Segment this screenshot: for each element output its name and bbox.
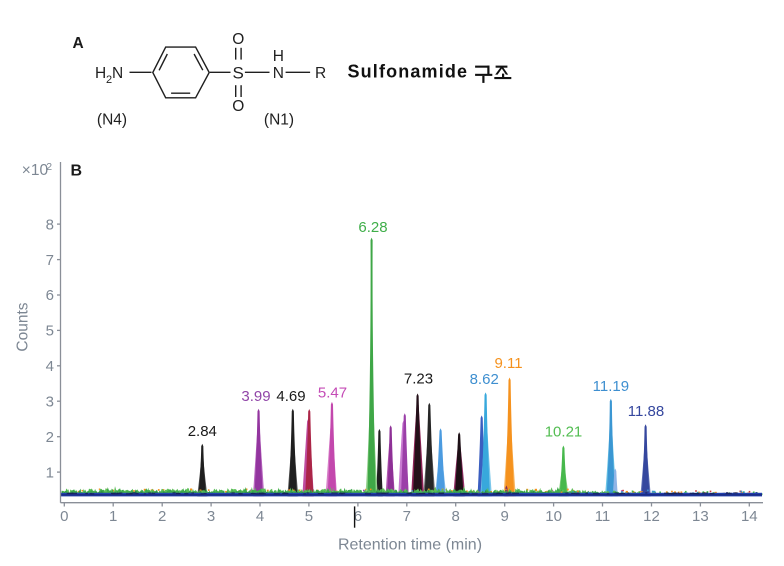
svg-text:H: H xyxy=(95,65,106,82)
svg-text:Retention time (min): Retention time (min) xyxy=(338,537,482,554)
svg-text:N: N xyxy=(273,65,284,82)
svg-text:×10: ×10 xyxy=(22,162,49,179)
svg-text:5.47: 5.47 xyxy=(318,385,347,402)
svg-text:7: 7 xyxy=(403,508,411,525)
svg-text:5: 5 xyxy=(46,323,54,340)
svg-text:11.19: 11.19 xyxy=(593,378,629,395)
svg-text:6: 6 xyxy=(46,287,54,304)
svg-text:A: A xyxy=(73,35,84,52)
svg-text:B: B xyxy=(71,163,83,180)
svg-text:(N4): (N4) xyxy=(97,112,127,129)
svg-text:12: 12 xyxy=(643,508,660,525)
svg-text:4: 4 xyxy=(46,358,54,375)
svg-text:1: 1 xyxy=(109,508,117,525)
svg-text:8.62: 8.62 xyxy=(470,371,499,388)
svg-text:2: 2 xyxy=(158,508,166,525)
svg-text:2: 2 xyxy=(106,74,112,86)
svg-text:2: 2 xyxy=(46,161,52,173)
svg-text:8: 8 xyxy=(46,216,54,233)
svg-text:9.11: 9.11 xyxy=(494,355,522,372)
svg-text:R: R xyxy=(315,65,326,82)
svg-text:9: 9 xyxy=(501,508,509,525)
svg-text:14: 14 xyxy=(741,508,758,525)
svg-text:O: O xyxy=(232,98,244,115)
svg-text:0: 0 xyxy=(60,508,68,525)
svg-text:8: 8 xyxy=(452,508,460,525)
svg-text:7: 7 xyxy=(46,252,54,269)
svg-text:10: 10 xyxy=(545,508,562,525)
svg-text:(N1): (N1) xyxy=(264,112,294,129)
svg-text:13: 13 xyxy=(692,508,709,525)
svg-text:11.88: 11.88 xyxy=(628,403,664,420)
svg-text:N: N xyxy=(112,65,123,82)
svg-text:4.69: 4.69 xyxy=(276,388,305,405)
svg-text:5: 5 xyxy=(305,508,313,525)
svg-text:3.99: 3.99 xyxy=(241,388,270,405)
svg-text:3: 3 xyxy=(46,393,54,410)
svg-text:4: 4 xyxy=(256,508,264,525)
svg-text:11: 11 xyxy=(595,508,611,525)
svg-text:3: 3 xyxy=(207,508,215,525)
svg-text:10.21: 10.21 xyxy=(545,423,583,440)
svg-text:2: 2 xyxy=(46,429,54,446)
svg-text:2.84: 2.84 xyxy=(188,423,217,440)
svg-text:7.23: 7.23 xyxy=(404,371,433,388)
svg-text:Counts: Counts xyxy=(15,302,32,351)
svg-text:1: 1 xyxy=(46,464,54,481)
svg-text:6.28: 6.28 xyxy=(358,219,387,236)
svg-text:H: H xyxy=(273,48,284,65)
svg-text:S: S xyxy=(233,64,244,83)
svg-text:Sulfonamide: Sulfonamide xyxy=(348,62,469,82)
svg-text:6: 6 xyxy=(354,508,362,525)
svg-text:O: O xyxy=(232,31,244,48)
